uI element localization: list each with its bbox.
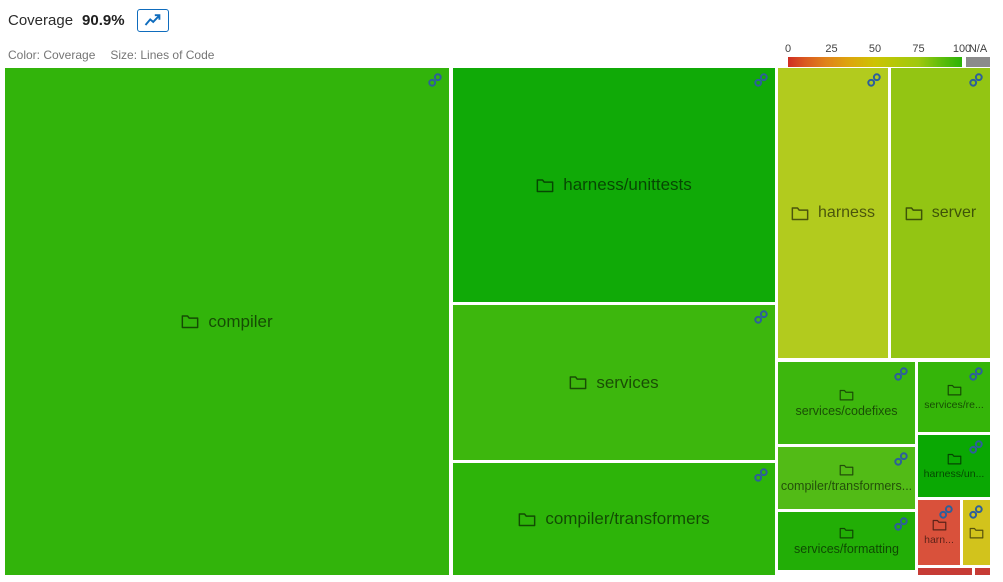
cell-content: compiler <box>5 68 449 575</box>
link-icon[interactable] <box>894 452 908 466</box>
treemap-cell-server[interactable]: server <box>891 68 990 358</box>
cell-content: harness/unittests <box>453 68 775 302</box>
folder-icon <box>181 315 199 329</box>
folder-icon <box>969 527 984 538</box>
legend-tick-label: 0 <box>784 43 792 55</box>
cell-label: harness/unittests <box>563 175 692 194</box>
cell-content: harness <box>778 68 888 358</box>
cell-content: harness/un... <box>918 435 990 497</box>
cell-content: services/formatting <box>778 512 915 570</box>
encoding-meta: Color: Coverage Size: Lines of Code <box>8 48 214 62</box>
treemap-cell-harn[interactable]: harn... <box>918 500 960 565</box>
folder-icon <box>791 206 809 220</box>
cell-content: services <box>453 305 775 460</box>
cell-content: services/re... <box>918 362 990 432</box>
link-icon[interactable] <box>754 73 768 87</box>
treemap-cell <box>918 568 972 575</box>
folder-icon <box>932 519 946 531</box>
cell-label: services/re... <box>924 398 984 411</box>
folder-icon <box>518 512 536 526</box>
legend-na-block <box>966 57 990 67</box>
treemap-cell-services-re[interactable]: services/re... <box>918 362 990 432</box>
treemap-cell <box>975 568 990 575</box>
folder-icon <box>839 464 854 475</box>
folder-icon <box>947 453 961 464</box>
cell-label: harness/un... <box>923 467 985 480</box>
link-icon[interactable] <box>969 367 983 381</box>
cell-label: compiler <box>208 311 273 331</box>
cell-label: harness <box>818 204 875 221</box>
color-encoding-label: Color: Coverage <box>8 48 96 62</box>
coverage-title: Coverage <box>8 12 74 29</box>
legend-tick-label: 100 <box>952 43 972 55</box>
cell-label: compiler/transformers... <box>780 478 913 493</box>
folder-icon <box>569 376 587 390</box>
legend-na-label: N/A <box>968 43 988 55</box>
link-icon[interactable] <box>428 73 442 87</box>
cell-content <box>963 500 990 565</box>
link-icon[interactable] <box>894 367 908 381</box>
cell-label: services <box>596 372 659 392</box>
size-encoding-label: Size: Lines of Code <box>110 48 215 62</box>
cell-label: compiler/transformers <box>545 509 710 528</box>
cell-content: harn... <box>918 500 960 565</box>
legend-gradient-bar <box>788 57 962 67</box>
folder-icon <box>839 389 854 400</box>
treemap-cell-harness[interactable]: harness <box>778 68 888 358</box>
link-icon[interactable] <box>754 310 768 324</box>
cell-label: server <box>931 204 977 221</box>
cell-content: server <box>891 68 990 358</box>
treemap-cell[interactable] <box>963 500 990 565</box>
legend-tick-label: 75 <box>912 43 925 55</box>
cell-label: services/codefixes <box>795 403 898 418</box>
treemap-cell-compiler-transformers[interactable]: compiler/transformers <box>453 463 775 575</box>
legend-tick-label: 50 <box>868 43 882 55</box>
treemap-cell-compiler[interactable]: compiler <box>5 68 449 575</box>
link-icon[interactable] <box>894 517 908 531</box>
cell-content: compiler/transformers... <box>778 447 915 509</box>
cell-content: compiler/transformers <box>453 463 775 575</box>
coverage-treemap: compiler harness/unittests services compile… <box>5 68 990 575</box>
folder-icon <box>947 384 961 395</box>
coverage-header: Coverage 90.9% <box>8 9 169 32</box>
link-icon[interactable] <box>754 468 768 482</box>
trend-line-icon <box>144 14 160 26</box>
treemap-cell-services[interactable]: services <box>453 305 775 460</box>
folder-icon <box>839 527 854 538</box>
link-icon[interactable] <box>969 73 983 87</box>
link-icon[interactable] <box>969 440 983 454</box>
treemap-cell-services-codefixes[interactable]: services/codefixes <box>778 362 915 444</box>
link-icon[interactable] <box>939 505 953 519</box>
treemap-cell-compiler-transformers[interactable]: compiler/transformers... <box>778 447 915 509</box>
cell-label: services/formatting <box>794 541 899 556</box>
link-icon[interactable] <box>867 73 881 87</box>
link-icon[interactable] <box>969 505 983 519</box>
treemap-cell-services-formatting[interactable]: services/formatting <box>778 512 915 570</box>
cell-content: services/codefixes <box>778 362 915 444</box>
treemap-cell-harness-un[interactable]: harness/un... <box>918 435 990 497</box>
coverage-value: 90.9% <box>82 12 125 29</box>
treemap-cell-harness-unittests[interactable]: harness/unittests <box>453 68 775 302</box>
folder-icon <box>905 206 923 220</box>
cell-label: harn... <box>924 534 954 546</box>
legend-tick-label: 25 <box>825 43 838 55</box>
folder-icon <box>536 178 554 192</box>
trend-button[interactable] <box>136 9 169 32</box>
